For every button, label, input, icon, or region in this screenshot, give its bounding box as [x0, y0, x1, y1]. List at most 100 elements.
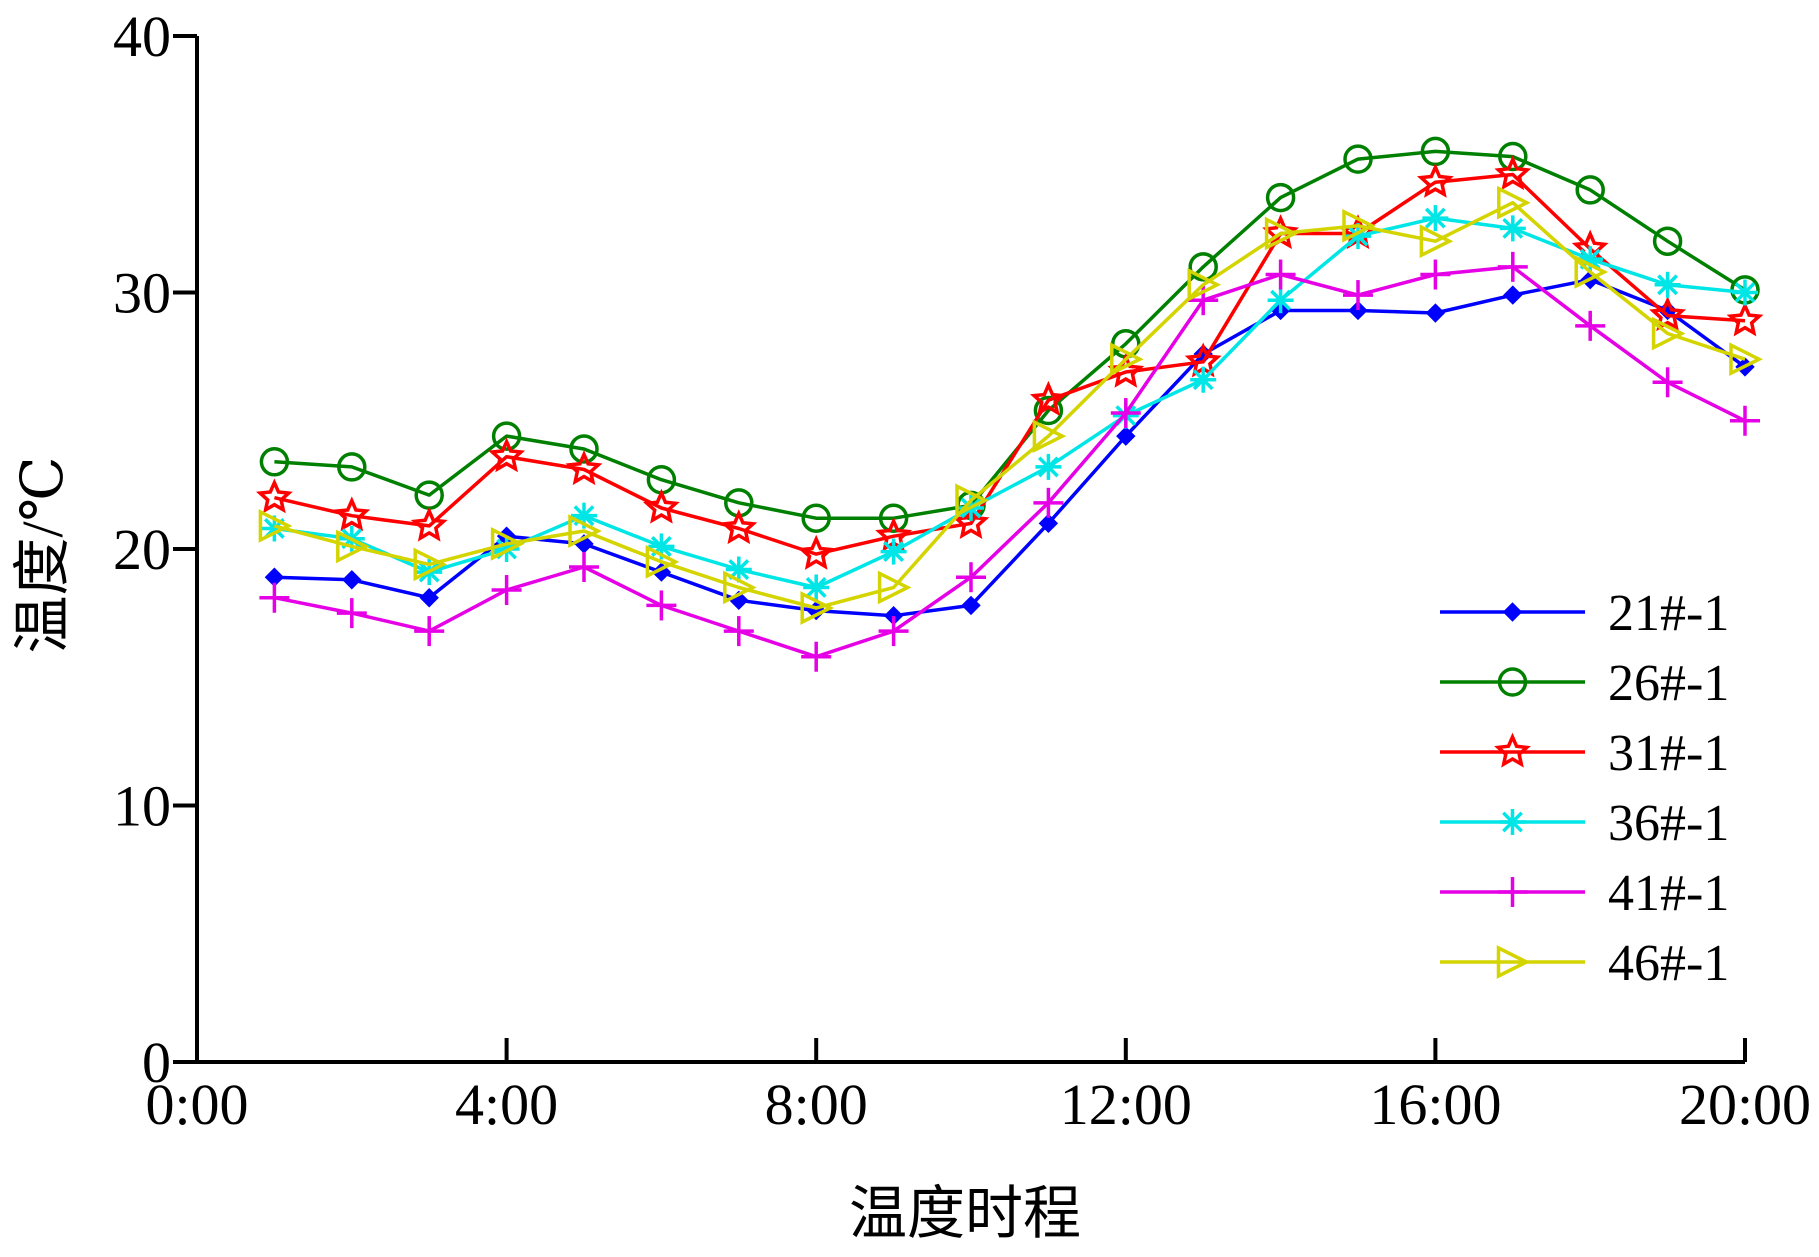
data-point: [1188, 252, 1218, 282]
data-point: [1649, 296, 1687, 332]
legend: 21#-1 26#-1 31#-1 36#-1 41#-1 46#-1: [1440, 585, 1729, 992]
legend-item: 41#-1: [1440, 865, 1729, 922]
data-point: [1116, 426, 1136, 446]
data-point: [565, 450, 603, 486]
data-point: [1029, 380, 1067, 416]
legend-marker: [1497, 667, 1528, 697]
x-tick-label: 4:00: [455, 1072, 558, 1137]
legend-label: 26#-1: [1608, 655, 1729, 712]
legend-item: 46#-1: [1440, 935, 1729, 992]
x-tick-label: 16:00: [1369, 1072, 1501, 1137]
data-point: [410, 506, 448, 542]
data-point: [1264, 216, 1299, 251]
series-46#-1: [258, 185, 1763, 625]
data-point: [258, 509, 293, 543]
data-point: [1032, 419, 1067, 453]
x-tick-label: 12:00: [1060, 1072, 1192, 1137]
data-point: [1265, 182, 1296, 213]
data-point: [336, 529, 370, 564]
data-point: [1652, 226, 1683, 256]
series-41#-1: [259, 251, 1760, 672]
data-point: [1417, 162, 1454, 198]
data-point: [646, 590, 677, 621]
data-point: [723, 616, 754, 647]
data-point: [256, 478, 293, 514]
data-point: [801, 503, 831, 533]
data-point: [337, 452, 367, 482]
data-point: [259, 582, 290, 613]
data-point: [956, 562, 986, 593]
data-point: [568, 514, 602, 548]
legend-label: 21#-1: [1608, 585, 1729, 642]
data-point: [878, 503, 909, 533]
data-point: [1342, 208, 1376, 243]
data-point: [1574, 255, 1609, 289]
legend-marker: [1497, 877, 1528, 907]
data-point: [1265, 259, 1296, 290]
data-point: [336, 598, 367, 629]
data-point: [259, 447, 290, 477]
data-point: [1494, 155, 1532, 191]
legend-marker: [1502, 602, 1523, 622]
series-line: [274, 172, 1746, 556]
data-point: [800, 591, 835, 625]
data-point: [952, 504, 990, 539]
data-point: [1267, 287, 1294, 314]
data-point: [1498, 141, 1528, 172]
data-point: [880, 538, 907, 565]
data-point: [803, 574, 830, 601]
data-point: [414, 616, 445, 647]
data-point: [1575, 175, 1605, 205]
legend-marker: [1496, 945, 1531, 979]
data-point: [1729, 342, 1763, 377]
legend-item: 31#-1: [1440, 725, 1729, 782]
data-point: [1575, 310, 1606, 341]
data-point: [1651, 316, 1686, 351]
data-point: [419, 588, 439, 608]
data-point: [1652, 367, 1683, 398]
data-point: [645, 544, 680, 579]
data-point: [1732, 279, 1758, 306]
x-tick-label: 20:00: [1679, 1072, 1811, 1137]
data-point: [413, 547, 448, 582]
legend-item: 26#-1: [1440, 655, 1729, 712]
axes: 0 10 20 30 40 0:00 4:00 8:00 12:00 16:00 20:00: [113, 4, 1811, 1137]
data-point: [801, 641, 832, 672]
data-point: [1497, 251, 1528, 282]
data-point: [1422, 205, 1449, 232]
data-point: [797, 534, 835, 570]
data-point: [569, 434, 599, 464]
series-group: [256, 136, 1764, 672]
data-point: [491, 575, 522, 606]
data-point: [1033, 395, 1064, 426]
data-point: [1107, 352, 1145, 388]
data-point: [1503, 285, 1523, 305]
data-point: [490, 527, 525, 561]
legend-label: 46#-1: [1608, 935, 1729, 992]
data-point: [878, 616, 909, 647]
data-point: [1033, 487, 1064, 518]
y-tick-label: 0: [142, 1030, 171, 1095]
data-point: [1419, 224, 1454, 259]
data-point: [342, 570, 362, 590]
data-point: [961, 595, 981, 616]
data-point: [877, 570, 912, 605]
data-point: [1110, 398, 1141, 429]
data-point: [723, 570, 757, 605]
data-point: [642, 488, 680, 524]
x-tick-label: 8:00: [765, 1072, 868, 1137]
series-line: [273, 200, 1746, 610]
data-point: [333, 496, 371, 532]
data-point: [1497, 185, 1531, 220]
data-point: [1499, 215, 1526, 242]
series-26#-1: [259, 136, 1760, 533]
legend-item: 21#-1: [1440, 585, 1729, 642]
y-tick-label: 20: [113, 517, 171, 582]
y-tick-label: 10: [113, 774, 171, 839]
y-tick-label: 40: [113, 4, 171, 69]
data-point: [1188, 285, 1219, 316]
data-point: [720, 509, 758, 545]
data-point: [569, 551, 599, 582]
